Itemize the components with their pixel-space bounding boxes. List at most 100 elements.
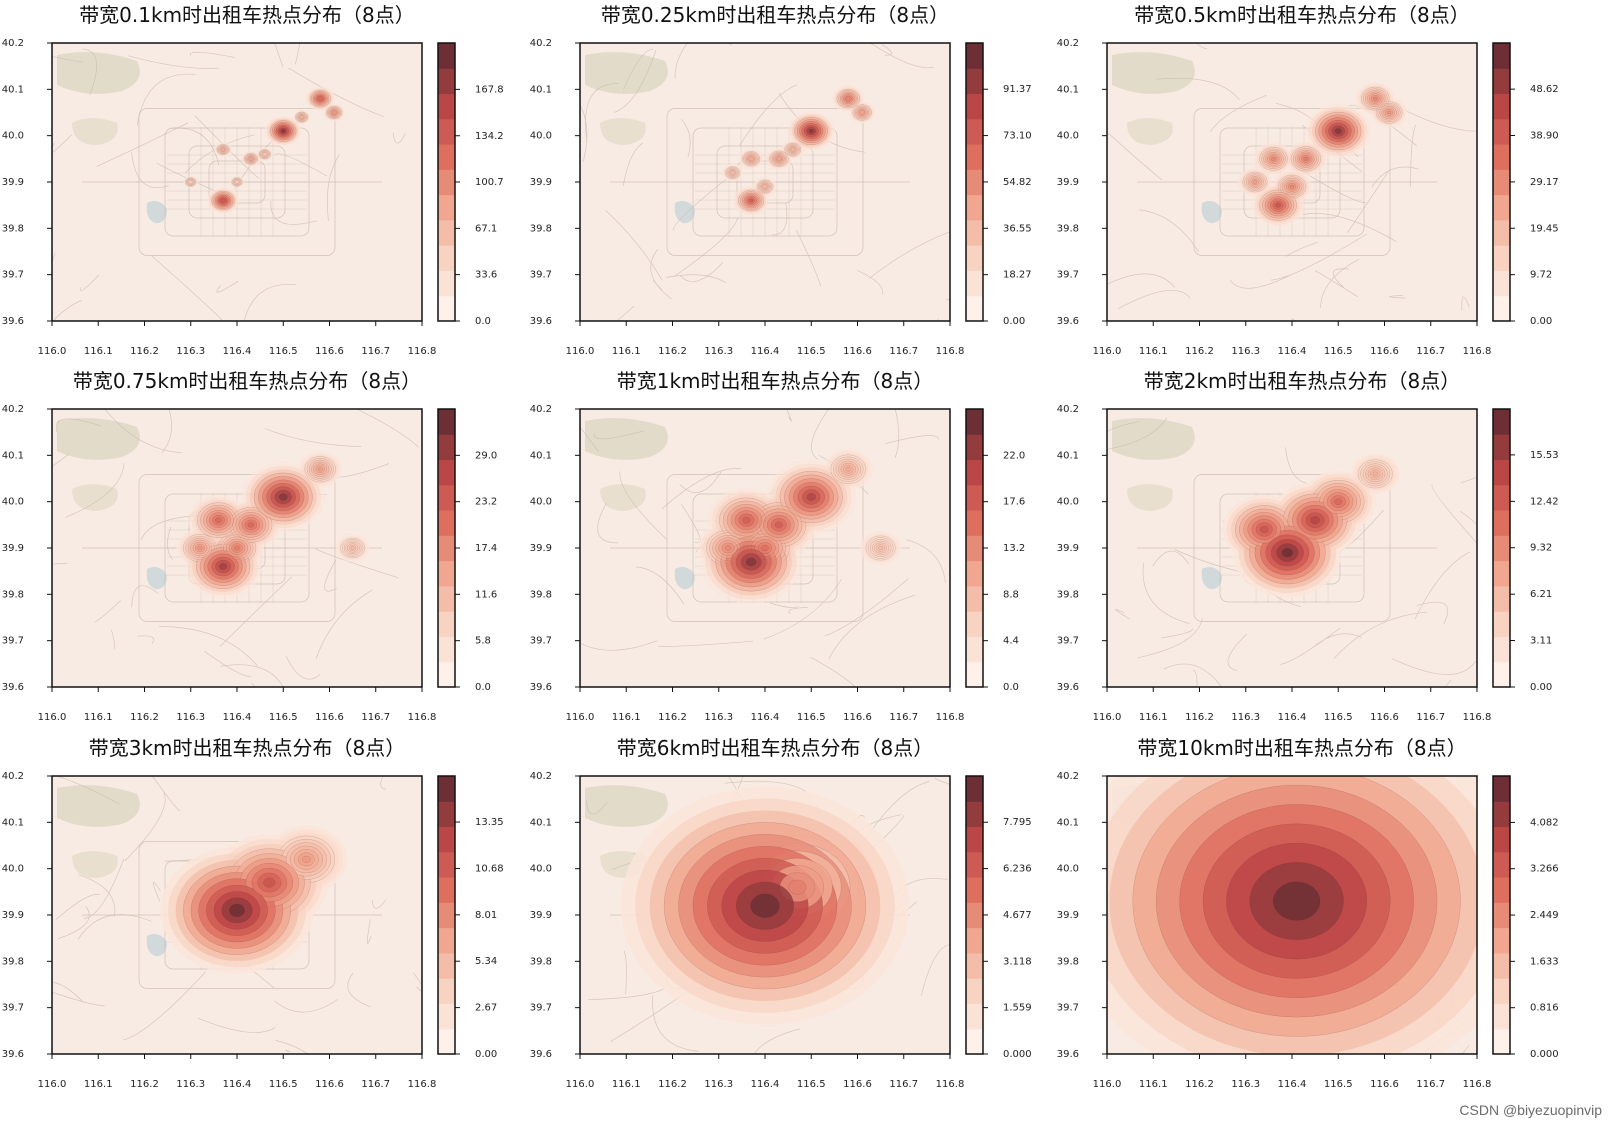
density-contour bbox=[878, 546, 883, 550]
y-tick-label: 40.1 bbox=[2, 84, 24, 95]
colorbar-segment bbox=[438, 270, 455, 297]
colorbar-segment bbox=[438, 434, 455, 461]
y-tick-label: 40.2 bbox=[1057, 771, 1079, 782]
colorbar-segment bbox=[1493, 1028, 1510, 1055]
colorbar-segment bbox=[966, 194, 983, 221]
colorbar-segment bbox=[1493, 194, 1510, 221]
density-contour bbox=[229, 903, 245, 917]
colorbar-segment bbox=[438, 459, 455, 486]
colorbar-tick-label: 10.68 bbox=[475, 863, 504, 874]
y-tick-label: 39.9 bbox=[530, 910, 552, 921]
colorbar-tick-label: 91.37 bbox=[1003, 84, 1032, 95]
x-tick-label: 116.2 bbox=[130, 1079, 159, 1090]
colorbar-segment bbox=[966, 952, 983, 979]
density-contour bbox=[1334, 498, 1343, 505]
x-tick-label: 116.4 bbox=[1278, 1079, 1307, 1090]
density-contour bbox=[248, 157, 254, 161]
density-contour bbox=[724, 545, 732, 551]
colorbar-segment bbox=[966, 585, 983, 612]
colorbar-segment bbox=[1493, 927, 1510, 954]
y-tick-label: 40.1 bbox=[530, 450, 552, 461]
density-contour bbox=[1334, 128, 1342, 134]
density-contour bbox=[761, 544, 769, 552]
colorbar-segment bbox=[1493, 510, 1510, 536]
colorbar-segment bbox=[438, 636, 455, 663]
colorbar-tick-label: 2.67 bbox=[475, 1003, 497, 1014]
x-tick-label: 116.7 bbox=[1416, 712, 1445, 723]
density-contour bbox=[234, 179, 240, 185]
x-tick-label: 116.4 bbox=[751, 1079, 780, 1090]
heatmap-svg: 带宽1km时出租车热点分布（8点） 116.0 116.1 116.2 116.3 116… bbox=[530, 369, 1026, 723]
y-tick-label: 39.9 bbox=[2, 910, 24, 921]
x-tick-label: 116.3 bbox=[1231, 1079, 1260, 1090]
density-contour bbox=[745, 557, 757, 567]
x-tick-label: 116.3 bbox=[704, 1079, 733, 1090]
colorbar-segment bbox=[966, 144, 983, 170]
heatmap-svg: 带宽0.75km时出租车热点分布（8点） 116.0 116.1 116.2 116.3… bbox=[2, 369, 498, 723]
x-tick-label: 116.0 bbox=[38, 346, 67, 357]
y-tick-label: 40.2 bbox=[1057, 38, 1079, 49]
y-tick-label: 39.7 bbox=[530, 1003, 552, 1014]
colorbar-segment bbox=[966, 661, 983, 688]
panel-title: 带宽6km时出租车热点分布（8点） bbox=[617, 736, 934, 760]
y-tick-label: 39.7 bbox=[1057, 1003, 1079, 1014]
density-contour bbox=[350, 546, 355, 550]
x-tick-label: 116.5 bbox=[1324, 712, 1353, 723]
y-tick-label: 39.9 bbox=[530, 543, 552, 554]
x-tick-label: 116.6 bbox=[315, 712, 344, 723]
y-tick-label: 40.0 bbox=[530, 497, 552, 508]
density-contour bbox=[845, 466, 851, 472]
colorbar-tick-label: 12.42 bbox=[1530, 496, 1559, 507]
x-tick-label: 116.8 bbox=[408, 712, 437, 723]
colorbar-segment bbox=[438, 295, 455, 322]
x-tick-label: 116.1 bbox=[1139, 1079, 1168, 1090]
y-tick-label: 40.0 bbox=[1057, 131, 1079, 142]
x-tick-label: 116.5 bbox=[797, 712, 826, 723]
colorbar-segment bbox=[438, 952, 455, 979]
x-tick-label: 116.3 bbox=[176, 712, 205, 723]
density-contour bbox=[188, 179, 194, 185]
density-contour bbox=[1275, 202, 1281, 208]
x-tick-label: 116.2 bbox=[1185, 712, 1214, 723]
x-tick-label: 116.0 bbox=[1093, 712, 1122, 723]
colorbar-segment bbox=[966, 409, 983, 435]
density-contour bbox=[750, 893, 780, 918]
y-tick-label: 40.0 bbox=[2, 864, 24, 875]
x-tick-label: 116.5 bbox=[269, 346, 298, 357]
colorbar-segment bbox=[966, 219, 983, 246]
colorbar-segment bbox=[966, 245, 983, 271]
colorbar-segment bbox=[1493, 409, 1510, 435]
density-contour bbox=[730, 170, 735, 175]
colorbar-segment bbox=[438, 776, 455, 802]
y-tick-label: 40.2 bbox=[1057, 404, 1079, 415]
colorbar-segment bbox=[438, 43, 455, 69]
x-tick-label: 116.0 bbox=[38, 1079, 67, 1090]
x-tick-label: 116.8 bbox=[936, 712, 965, 723]
colorbar-tick-label: 0.0 bbox=[475, 316, 491, 327]
y-tick-label: 39.7 bbox=[1057, 270, 1079, 281]
colorbar-segment bbox=[1493, 219, 1510, 246]
density-layer bbox=[1107, 776, 1477, 1054]
y-tick-label: 39.6 bbox=[1057, 682, 1079, 693]
colorbar-tick-label: 0.0 bbox=[1003, 682, 1019, 693]
y-tick-label: 39.6 bbox=[1057, 316, 1079, 327]
colorbar-segment bbox=[966, 484, 983, 511]
colorbar-segment bbox=[438, 927, 455, 954]
colorbar-tick-label: 8.01 bbox=[475, 910, 497, 921]
colorbar-segment bbox=[966, 169, 983, 196]
colorbar-tick-label: 48.62 bbox=[1530, 84, 1559, 95]
y-tick-label: 40.1 bbox=[530, 817, 552, 828]
colorbar-segment bbox=[438, 877, 455, 903]
heatmap-panel: 带宽6km时出租车热点分布（8点） 116.0 116.1 116.2 116.3 116… bbox=[528, 733, 1058, 1103]
x-tick-label: 116.1 bbox=[1139, 346, 1168, 357]
colorbar-segment bbox=[966, 851, 983, 878]
colorbar-segment bbox=[438, 194, 455, 221]
density-contour bbox=[263, 877, 276, 888]
x-tick-label: 116.6 bbox=[843, 1079, 872, 1090]
heatmap-svg: 带宽0.1km时出租车热点分布（8点） 116.0 116.1 116.2 116.3 1… bbox=[2, 3, 504, 357]
x-tick-label: 116.3 bbox=[1231, 346, 1260, 357]
density-contour bbox=[317, 467, 323, 472]
colorbar-tick-label: 0.000 bbox=[1530, 1049, 1559, 1060]
density-contour bbox=[742, 516, 751, 524]
heatmap-svg: 带宽2km时出租车热点分布（8点） 116.0 116.1 116.2 116.3 116… bbox=[1057, 369, 1559, 723]
